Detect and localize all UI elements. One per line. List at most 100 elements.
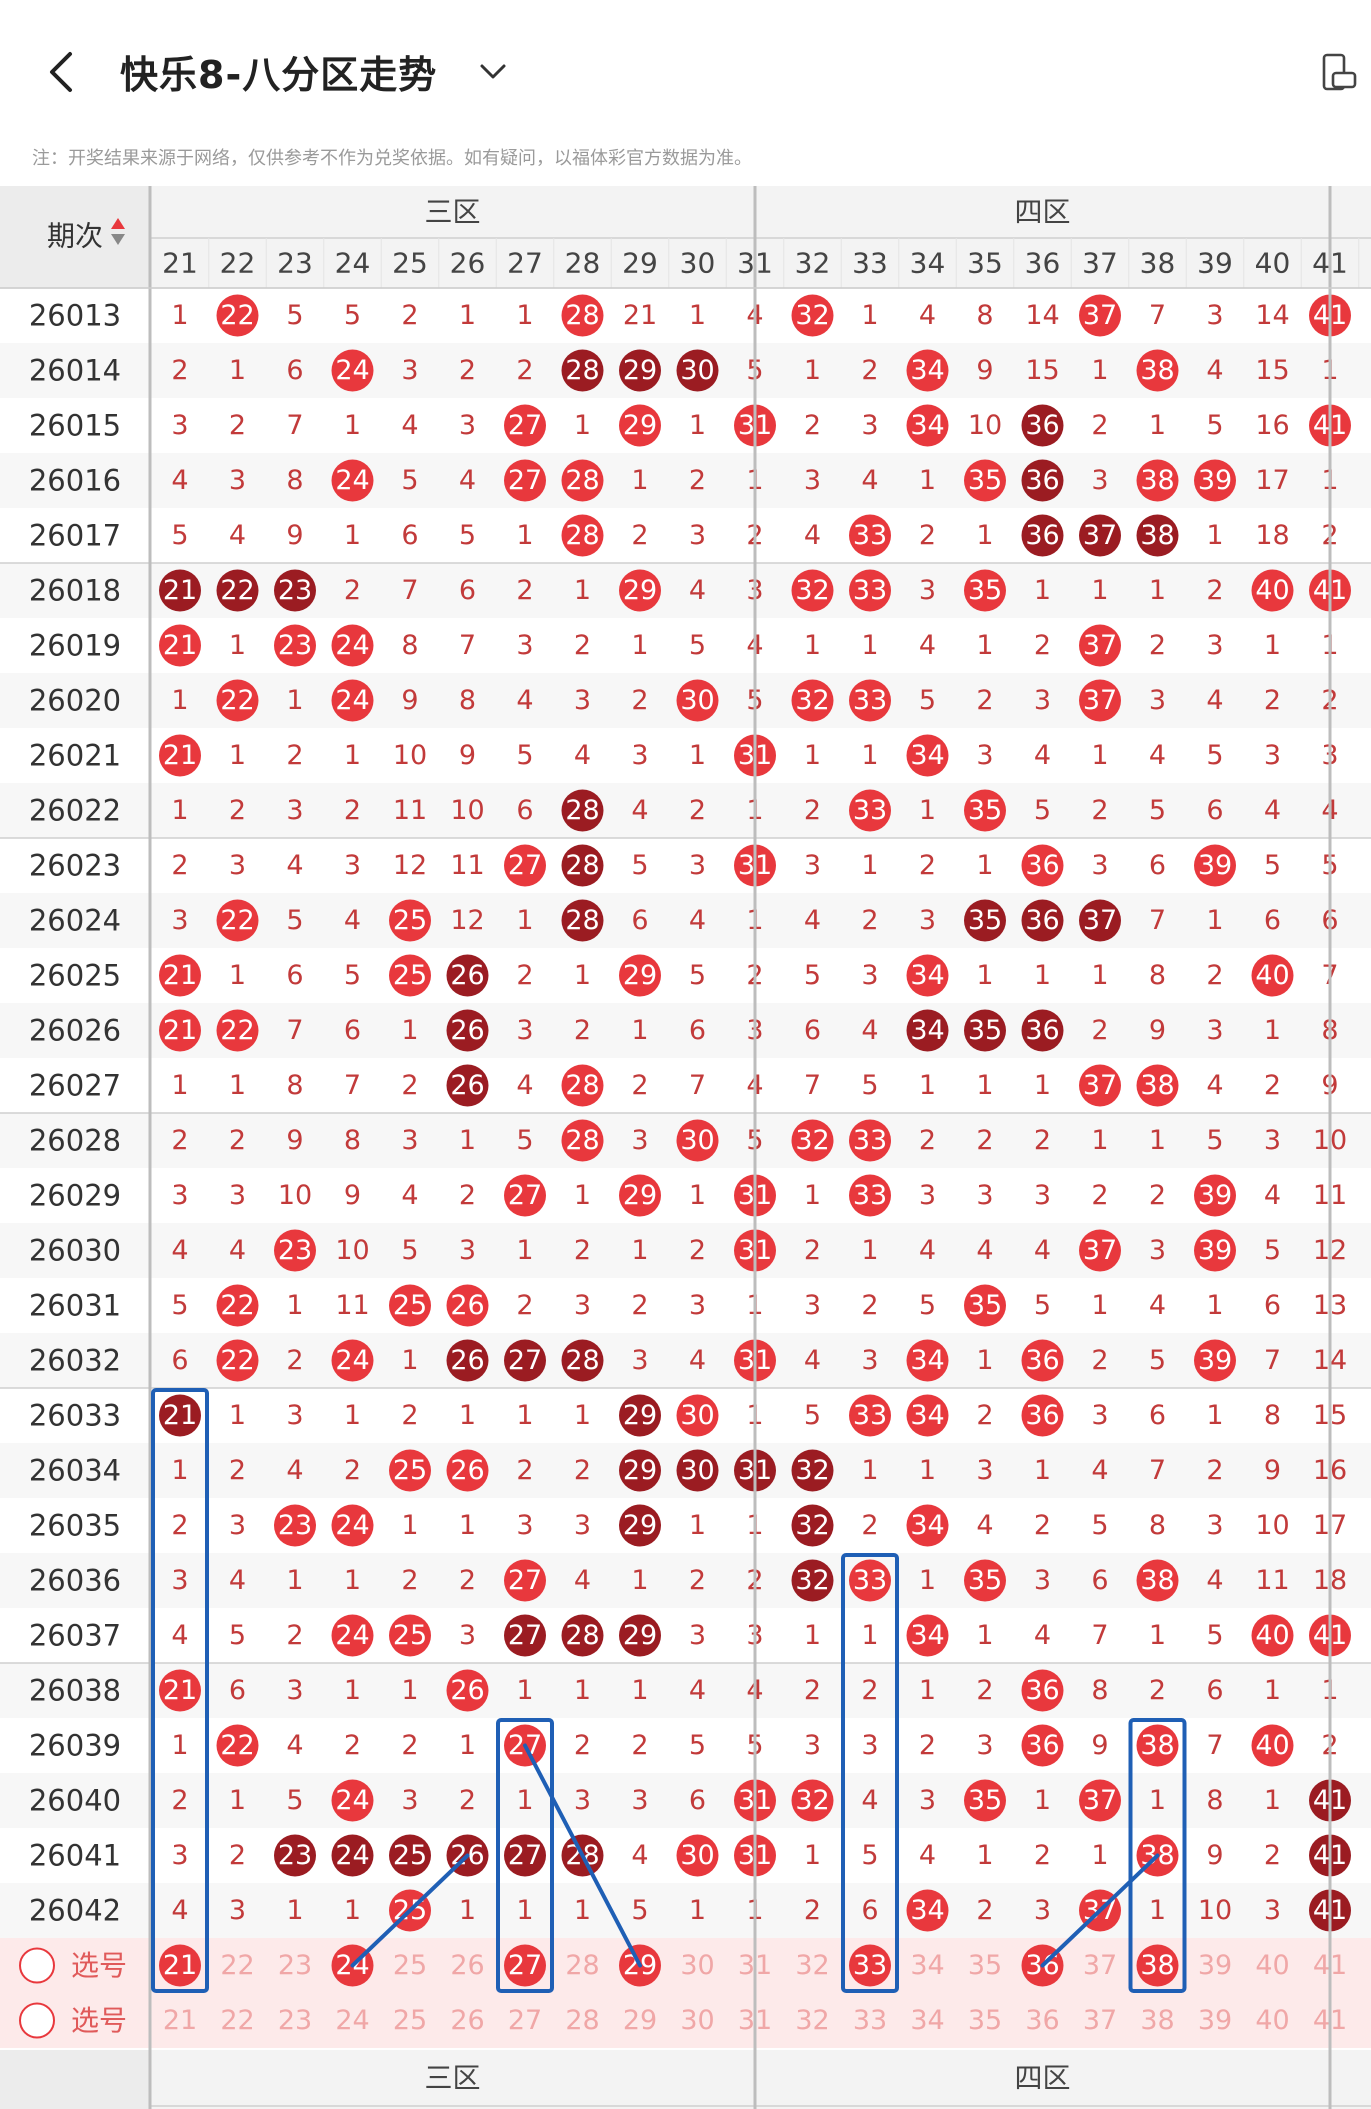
pickable-number[interactable]: 38 xyxy=(1140,2005,1174,2036)
drawn-number-ball: 24 xyxy=(335,465,369,496)
pickable-number[interactable]: 25 xyxy=(393,2005,427,2036)
miss-count: 1 xyxy=(401,1510,418,1541)
miss-count: 1 xyxy=(804,1620,821,1651)
miss-count: 1 xyxy=(689,410,706,441)
miss-count: 3 xyxy=(631,1125,648,1156)
pickable-number[interactable]: 27 xyxy=(508,2005,542,2036)
miss-count: 6 xyxy=(689,1785,706,1816)
miss-count: 4 xyxy=(919,1840,936,1871)
miss-count: 3 xyxy=(919,1180,936,1211)
drawn-number-ball: 28 xyxy=(565,1125,599,1156)
miss-count: 6 xyxy=(1149,1400,1166,1431)
pickable-number[interactable]: 33 xyxy=(853,2005,887,2036)
drawn-number-ball: 39 xyxy=(1198,1180,1232,1211)
miss-count: 9 xyxy=(1149,1015,1166,1046)
miss-count: 3 xyxy=(804,850,821,881)
pickable-number[interactable]: 32 xyxy=(795,2005,829,2036)
pickable-number[interactable]: 22 xyxy=(220,1950,254,1981)
picked-number-ball[interactable]: 33 xyxy=(853,1950,887,1981)
drawn-number-ball: 24 xyxy=(335,355,369,386)
miss-count: 2 xyxy=(574,1730,591,1761)
pickable-number[interactable]: 40 xyxy=(1255,1950,1289,1981)
miss-count: 16 xyxy=(1255,410,1289,441)
pickable-number[interactable]: 26 xyxy=(450,2005,484,2036)
pickable-number[interactable]: 35 xyxy=(968,1950,1002,1981)
pickable-number[interactable]: 39 xyxy=(1198,1950,1232,1981)
pickable-number[interactable]: 34 xyxy=(910,1950,944,1981)
pickable-number[interactable]: 28 xyxy=(565,2005,599,2036)
sort-icon[interactable] xyxy=(111,218,125,245)
miss-count: 2 xyxy=(919,1125,936,1156)
pickable-number[interactable]: 25 xyxy=(393,1950,427,1981)
miss-count: 2 xyxy=(1034,1840,1051,1871)
drawn-number-ball: 23 xyxy=(278,1510,312,1541)
back-icon[interactable] xyxy=(40,48,88,96)
pickable-number[interactable]: 30 xyxy=(680,2005,714,2036)
miss-count: 10 xyxy=(968,410,1002,441)
miss-count: 17 xyxy=(1255,465,1289,496)
miss-count: 2 xyxy=(344,795,361,826)
pickable-number[interactable]: 30 xyxy=(680,1950,714,1981)
drawn-number-ball: 33 xyxy=(853,795,887,826)
miss-count: 1 xyxy=(574,1675,591,1706)
picked-number-ball[interactable]: 21 xyxy=(163,1950,197,1981)
pickable-number[interactable]: 29 xyxy=(623,2005,657,2036)
miss-count: 7 xyxy=(1206,1730,1223,1761)
pickable-number[interactable]: 21 xyxy=(163,2005,197,2036)
pickable-number[interactable]: 37 xyxy=(1083,2005,1117,2036)
select-radio[interactable] xyxy=(19,2002,55,2039)
drawn-number-ball: 34 xyxy=(910,1620,944,1651)
miss-count: 6 xyxy=(1206,795,1223,826)
pickable-number[interactable]: 23 xyxy=(278,1950,312,1981)
miss-count: 1 xyxy=(344,1400,361,1431)
pickable-number[interactable]: 23 xyxy=(278,2005,312,2036)
miss-count: 4 xyxy=(1264,1180,1281,1211)
select-radio[interactable] xyxy=(19,1947,55,1984)
pickable-number[interactable]: 39 xyxy=(1198,2005,1232,2036)
annotation-box xyxy=(151,1388,209,1993)
miss-count: 3 xyxy=(976,740,993,771)
drawn-number-ball: 30 xyxy=(680,685,714,716)
pickable-number[interactable]: 35 xyxy=(968,2005,1002,2036)
miss-count: 3 xyxy=(631,1785,648,1816)
miss-count: 1 xyxy=(516,1785,533,1816)
miss-count: 1 xyxy=(976,630,993,661)
pickable-number[interactable]: 34 xyxy=(910,2005,944,2036)
miss-count: 3 xyxy=(1034,1565,1051,1596)
miss-count: 4 xyxy=(229,520,246,551)
pickable-number[interactable]: 22 xyxy=(220,2005,254,2036)
miss-count: 8 xyxy=(459,685,476,716)
miss-count: 1 xyxy=(861,1455,878,1486)
miss-count: 10 xyxy=(393,740,427,771)
miss-count: 1 xyxy=(689,300,706,331)
miss-count: 2 xyxy=(459,355,476,386)
miss-count: 3 xyxy=(1091,1400,1108,1431)
pickable-number[interactable]: 26 xyxy=(450,1950,484,1981)
drawn-number-ball: 28 xyxy=(565,465,599,496)
miss-count: 1 xyxy=(861,850,878,881)
pickable-number[interactable]: 32 xyxy=(795,1950,829,1981)
miss-count: 5 xyxy=(804,1400,821,1431)
picked-number-ball[interactable]: 38 xyxy=(1140,1950,1174,1981)
drawn-number-ball: 37 xyxy=(1083,685,1117,716)
page-title[interactable]: 快乐8-八分区走势 xyxy=(120,53,438,97)
miss-count: 1 xyxy=(689,1510,706,1541)
pickable-number[interactable]: 24 xyxy=(335,2005,369,2036)
pickable-number[interactable]: 28 xyxy=(565,1950,599,1981)
pickable-number[interactable]: 37 xyxy=(1083,1950,1117,1981)
miss-count: 2 xyxy=(1034,1510,1051,1541)
drawn-number-ball: 29 xyxy=(623,1180,657,1211)
repeat-number-ball: 26 xyxy=(450,1345,484,1376)
miss-count: 5 xyxy=(171,1290,188,1321)
chevron-down-icon[interactable] xyxy=(476,54,510,88)
screen-rotate-icon[interactable] xyxy=(1316,52,1358,94)
pickable-number[interactable]: 40 xyxy=(1255,2005,1289,2036)
miss-count: 7 xyxy=(689,1070,706,1101)
picked-number-ball[interactable]: 27 xyxy=(508,1950,542,1981)
annotation-line xyxy=(1040,1853,1160,1968)
miss-count: 2 xyxy=(171,1125,188,1156)
miss-count: 1 xyxy=(574,960,591,991)
repeat-number-ball: 22 xyxy=(220,575,254,606)
pickable-number[interactable]: 36 xyxy=(1025,2005,1059,2036)
miss-count: 6 xyxy=(459,575,476,606)
